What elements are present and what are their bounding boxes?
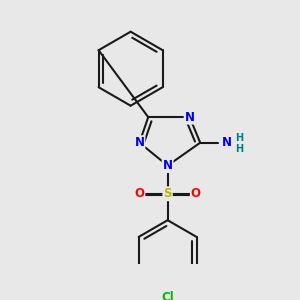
Text: O: O: [191, 187, 201, 200]
Text: Cl: Cl: [161, 291, 174, 300]
Text: H: H: [235, 133, 243, 143]
Text: N: N: [222, 136, 232, 149]
Text: N: N: [163, 159, 172, 172]
Text: H: H: [235, 144, 243, 154]
Text: N: N: [184, 111, 195, 124]
Text: O: O: [134, 187, 144, 200]
Text: N: N: [134, 136, 144, 149]
Text: S: S: [164, 187, 172, 200]
